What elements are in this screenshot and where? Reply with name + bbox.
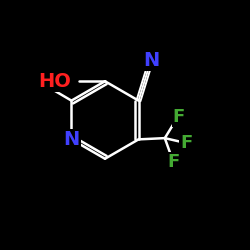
- Text: F: F: [172, 108, 185, 126]
- Text: F: F: [180, 134, 192, 152]
- Text: HO: HO: [38, 72, 71, 91]
- Text: N: N: [143, 51, 159, 70]
- Text: F: F: [168, 153, 180, 171]
- Text: N: N: [63, 130, 80, 149]
